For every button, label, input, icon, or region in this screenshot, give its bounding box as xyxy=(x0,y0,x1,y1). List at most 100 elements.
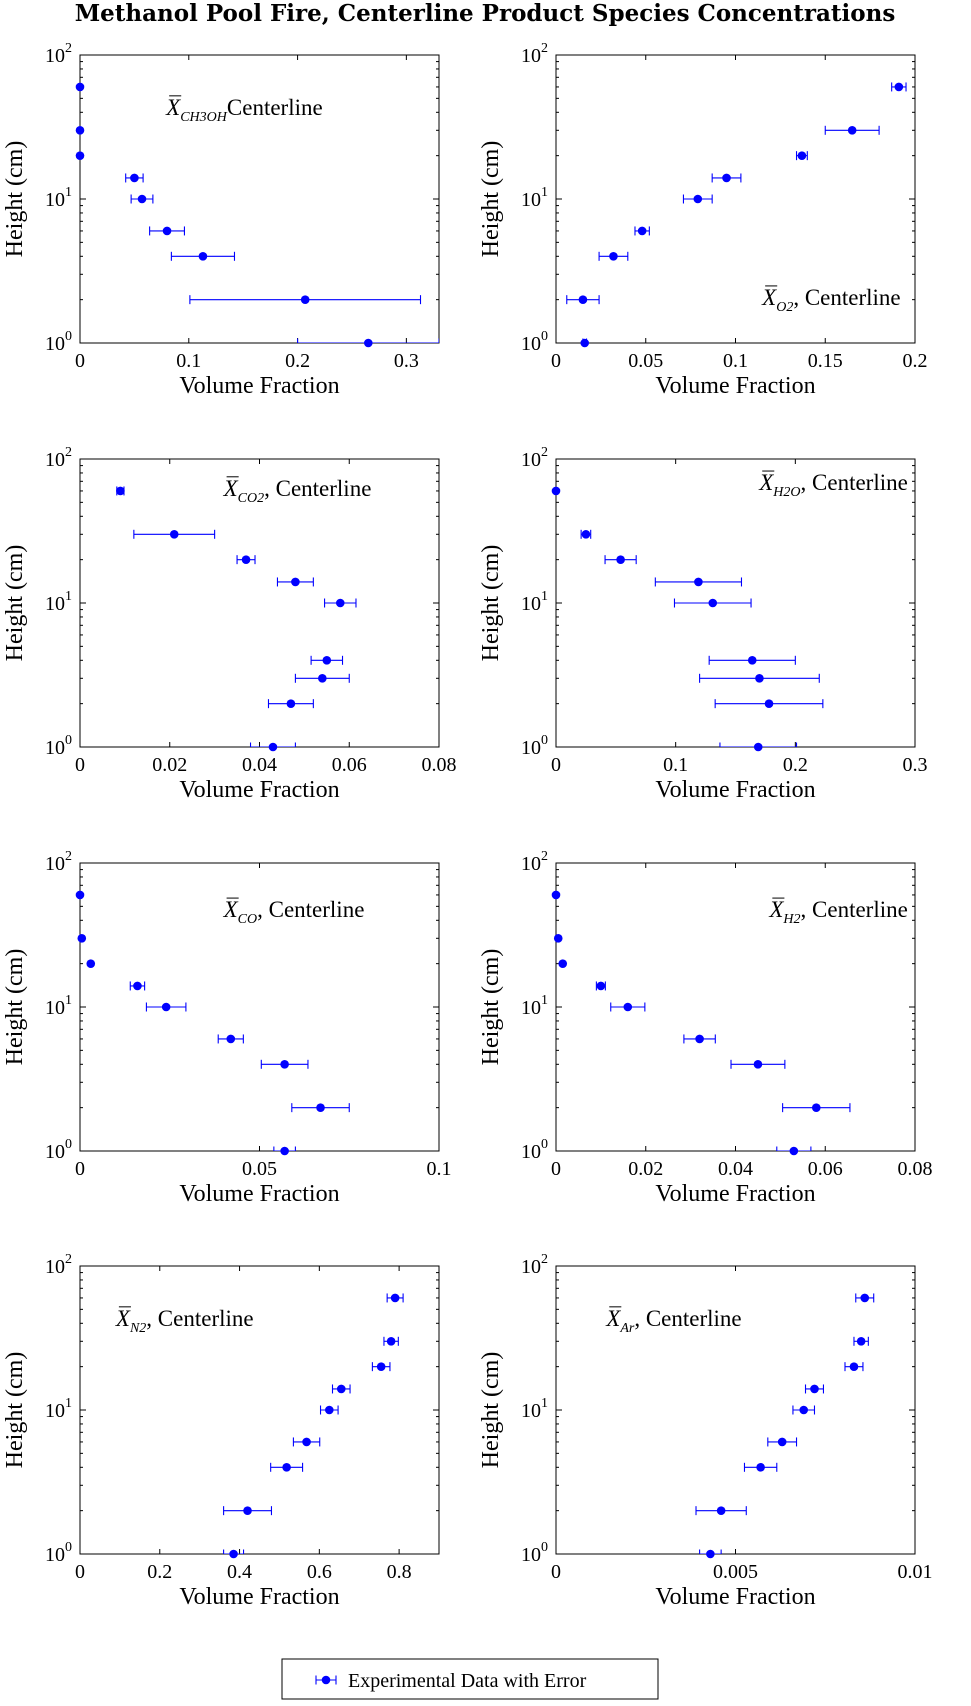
x-tick-label: 0.08 xyxy=(422,754,457,776)
x-tick-label: 0 xyxy=(75,1561,85,1583)
series-annotation: XN2, Centerline xyxy=(115,1306,254,1336)
x-tick-label: 0.08 xyxy=(898,1158,933,1180)
data-point xyxy=(75,151,85,160)
data-point xyxy=(708,598,718,608)
y-tick-label: 102 xyxy=(45,41,72,67)
data-point xyxy=(75,890,85,900)
data-point xyxy=(322,656,332,665)
x-axis-label: Volume Fraction xyxy=(655,1584,815,1610)
x-tick-label: 0.06 xyxy=(808,1158,843,1180)
data-point xyxy=(291,577,300,587)
data-series xyxy=(695,1293,875,1554)
x-tick-label: 0.1 xyxy=(427,1158,452,1180)
data-point xyxy=(318,673,327,683)
x-axis-label: Volume Fraction xyxy=(179,777,339,803)
subplot-grid: 0 0.1 0.2 0.3 100 101 102 Volume Fraction Height… xyxy=(2,41,933,1610)
data-point xyxy=(558,959,568,968)
y-tick-label: 102 xyxy=(521,1252,548,1278)
data-series xyxy=(580,529,824,747)
subplot-6: 0 0.02 0.04 0.06 0.08 100 101 102 Volume Fractio… xyxy=(478,849,933,1207)
data-point xyxy=(336,1384,346,1394)
y-tick-label: 102 xyxy=(45,1252,72,1278)
data-point xyxy=(169,529,179,539)
x-tick-label: 0 xyxy=(551,754,561,776)
data-point xyxy=(849,1362,859,1371)
data-point xyxy=(137,194,147,204)
data-point xyxy=(243,1506,252,1515)
y-axis-label: Height (cm) xyxy=(478,545,504,662)
data-point xyxy=(777,1437,787,1447)
y-tick-label: 102 xyxy=(45,849,72,875)
legend: Experimental Data with Error xyxy=(281,1658,659,1700)
x-axis-label: Volume Fraction xyxy=(179,373,339,399)
data-point xyxy=(77,933,87,943)
subplot-5: 0 0.05 0.1 100 101 102 Volume Fraction Height (… xyxy=(2,849,452,1207)
x-tick-label: 0.2 xyxy=(903,350,928,372)
data-point xyxy=(756,1463,765,1472)
series-annotation: XCO2, Centerline xyxy=(223,476,372,506)
y-tick-label: 100 xyxy=(521,1137,548,1163)
x-tick-label: 0 xyxy=(551,1561,561,1583)
subplot-3: 0 0.02 0.04 0.06 0.08 100 101 102 Volume Fractio… xyxy=(2,445,457,803)
y-tick-label: 100 xyxy=(521,1540,548,1566)
subplot-1: 0 0.1 0.2 0.3 100 101 102 Volume Fraction Height… xyxy=(2,41,440,399)
data-point xyxy=(280,1146,289,1156)
data-point xyxy=(325,1405,334,1415)
data-series xyxy=(595,981,851,1151)
y-axis-label: Height (cm) xyxy=(478,1352,504,1469)
y-tick-label: 100 xyxy=(45,329,72,355)
series-annotation: XH2O, Centerline xyxy=(758,470,908,500)
data-point xyxy=(847,125,857,135)
data-point xyxy=(623,1002,633,1012)
x-tick-label: 0.8 xyxy=(387,1561,412,1583)
x-axis-label: Volume Fraction xyxy=(655,777,815,803)
x-tick-label: 0.2 xyxy=(783,754,808,776)
y-tick-label: 100 xyxy=(521,733,548,759)
y-tick-label: 102 xyxy=(521,849,548,875)
data-point xyxy=(161,1002,171,1012)
y-tick-label: 101 xyxy=(521,589,548,615)
data-point xyxy=(764,699,774,708)
x-tick-label: 0.2 xyxy=(285,350,310,372)
x-axis-label: Volume Fraction xyxy=(179,1584,339,1610)
subplot-8: 0 0.005 0.01 100 101 102 Volume Fraction Height… xyxy=(478,1252,933,1610)
data-point xyxy=(637,226,647,236)
data-point xyxy=(133,981,142,991)
x-tick-label: 0.04 xyxy=(718,1158,753,1180)
y-axis-label: Height (cm) xyxy=(2,949,28,1066)
data-point xyxy=(282,1463,291,1472)
y-tick-label: 101 xyxy=(521,1396,548,1422)
x-tick-label: 0.4 xyxy=(227,1561,252,1583)
data-point xyxy=(553,933,563,943)
data-point xyxy=(616,555,625,564)
x-tick-label: 0.1 xyxy=(663,754,688,776)
data-point xyxy=(580,338,590,348)
data-point xyxy=(694,577,703,587)
data-point xyxy=(75,125,85,135)
x-axis-label: Volume Fraction xyxy=(655,373,815,399)
x-tick-label: 0.005 xyxy=(713,1561,758,1583)
x-tick-label: 0.05 xyxy=(242,1158,277,1180)
x-tick-label: 0.3 xyxy=(903,754,928,776)
series-annotation: XO2, Centerline xyxy=(761,285,900,315)
data-point xyxy=(789,1146,799,1156)
data-point xyxy=(856,1336,866,1346)
data-point xyxy=(300,295,310,304)
data-point xyxy=(753,742,763,752)
data-point xyxy=(722,173,731,183)
y-axis-label: Height (cm) xyxy=(478,949,504,1066)
data-point xyxy=(894,82,904,92)
legend-label: Experimental Data with Error xyxy=(348,1670,587,1692)
data-point xyxy=(376,1362,386,1371)
data-point xyxy=(86,959,96,968)
y-tick-label: 102 xyxy=(521,41,548,67)
y-tick-label: 101 xyxy=(521,185,548,211)
x-tick-label: 0.04 xyxy=(242,754,277,776)
data-point xyxy=(302,1437,311,1447)
figure-title: Methanol Pool Fire, Centerline Product S… xyxy=(75,0,896,27)
x-tick-label: 0 xyxy=(75,754,85,776)
data-point xyxy=(280,1060,289,1069)
x-tick-label: 0.02 xyxy=(152,754,187,776)
data-point xyxy=(198,252,208,261)
